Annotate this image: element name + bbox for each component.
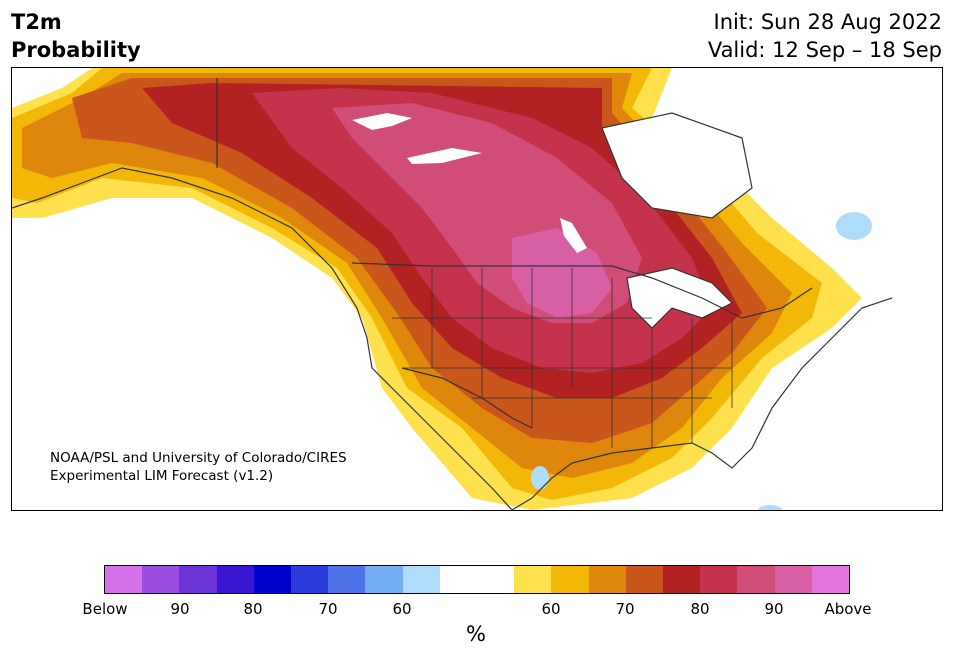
fill-below-55-east	[836, 212, 872, 240]
fill-below-55-caribbean	[758, 505, 782, 510]
swatch-above-90	[774, 566, 812, 593]
swatch-above-extreme	[811, 566, 850, 593]
winnipeg-lake	[560, 218, 587, 253]
hudson-outline	[601, 112, 753, 219]
init-date: Init: Sun 28 Aug 2022	[713, 10, 942, 34]
pacific-coastline	[12, 167, 513, 510]
great-lakes-outline	[626, 267, 734, 329]
probability-map: NOAA/PSL and University of Colorado/CIRE…	[11, 67, 943, 511]
fill-95	[512, 228, 612, 318]
tick-label-below-80: 80	[243, 600, 263, 618]
swatch-above-85	[737, 566, 775, 593]
tick-label-below-90: 90	[170, 600, 190, 618]
great-lakes	[627, 268, 732, 328]
hudson-bay	[602, 113, 752, 218]
chart-title: T2m Probability	[11, 8, 141, 64]
swatch-below-85	[179, 566, 217, 593]
map-canvas	[12, 68, 893, 510]
swatch-above-75	[663, 566, 701, 593]
fill-below-55-mexico	[531, 466, 549, 490]
great-bear-lake	[352, 113, 412, 130]
swatch-below-60	[365, 566, 403, 593]
forecast-dates: Init: Sun 28 Aug 2022 Valid: 12 Sep – 18…	[708, 8, 942, 64]
tick-label-above-70: 70	[615, 600, 635, 618]
swatch-below-extreme	[105, 566, 143, 593]
swatch-below-75	[253, 566, 292, 593]
colorbar-unit-label: %	[466, 622, 486, 646]
state-lines	[392, 268, 733, 448]
credit-line-2: Experimental LIM Forecast (v1.2)	[50, 468, 274, 484]
us-canada-border	[351, 262, 813, 319]
credit-line-1: NOAA/PSL and University of Colorado/CIRE…	[50, 450, 347, 466]
tick-label-below-60: 60	[392, 600, 412, 618]
title-variable: T2m	[11, 10, 62, 34]
tick-label-above-90: 90	[764, 600, 784, 618]
swatch-below-55	[402, 566, 440, 593]
swatch-above-55	[514, 566, 552, 593]
tick-label-below: Below	[82, 600, 128, 618]
title-quantity: Probability	[11, 38, 141, 62]
swatch-above-60	[551, 566, 589, 593]
probability-fill	[12, 68, 872, 510]
tick-label-below-70: 70	[318, 600, 338, 618]
great-slave-lake	[407, 148, 482, 164]
map-outlines	[12, 78, 893, 510]
swatch-below-70	[291, 566, 329, 593]
tick-label-above-80: 80	[690, 600, 710, 618]
color-scale-bar	[104, 565, 850, 594]
swatch-above-80	[700, 566, 738, 593]
valid-range: Valid: 12 Sep – 18 Sep	[707, 38, 942, 62]
gulf-coastline	[511, 297, 893, 510]
tick-label-above-60: 60	[541, 600, 561, 618]
tick-label-above: Above	[824, 600, 872, 618]
data-credit: NOAA/PSL and University of Colorado/CIRE…	[50, 449, 347, 485]
swatch-above-70	[625, 566, 664, 593]
swatch-below-65	[328, 566, 366, 593]
swatch-below-90	[142, 566, 180, 593]
swatch-below-80	[216, 566, 254, 593]
swatch-neutral	[439, 566, 515, 593]
swatch-above-65	[588, 566, 626, 593]
